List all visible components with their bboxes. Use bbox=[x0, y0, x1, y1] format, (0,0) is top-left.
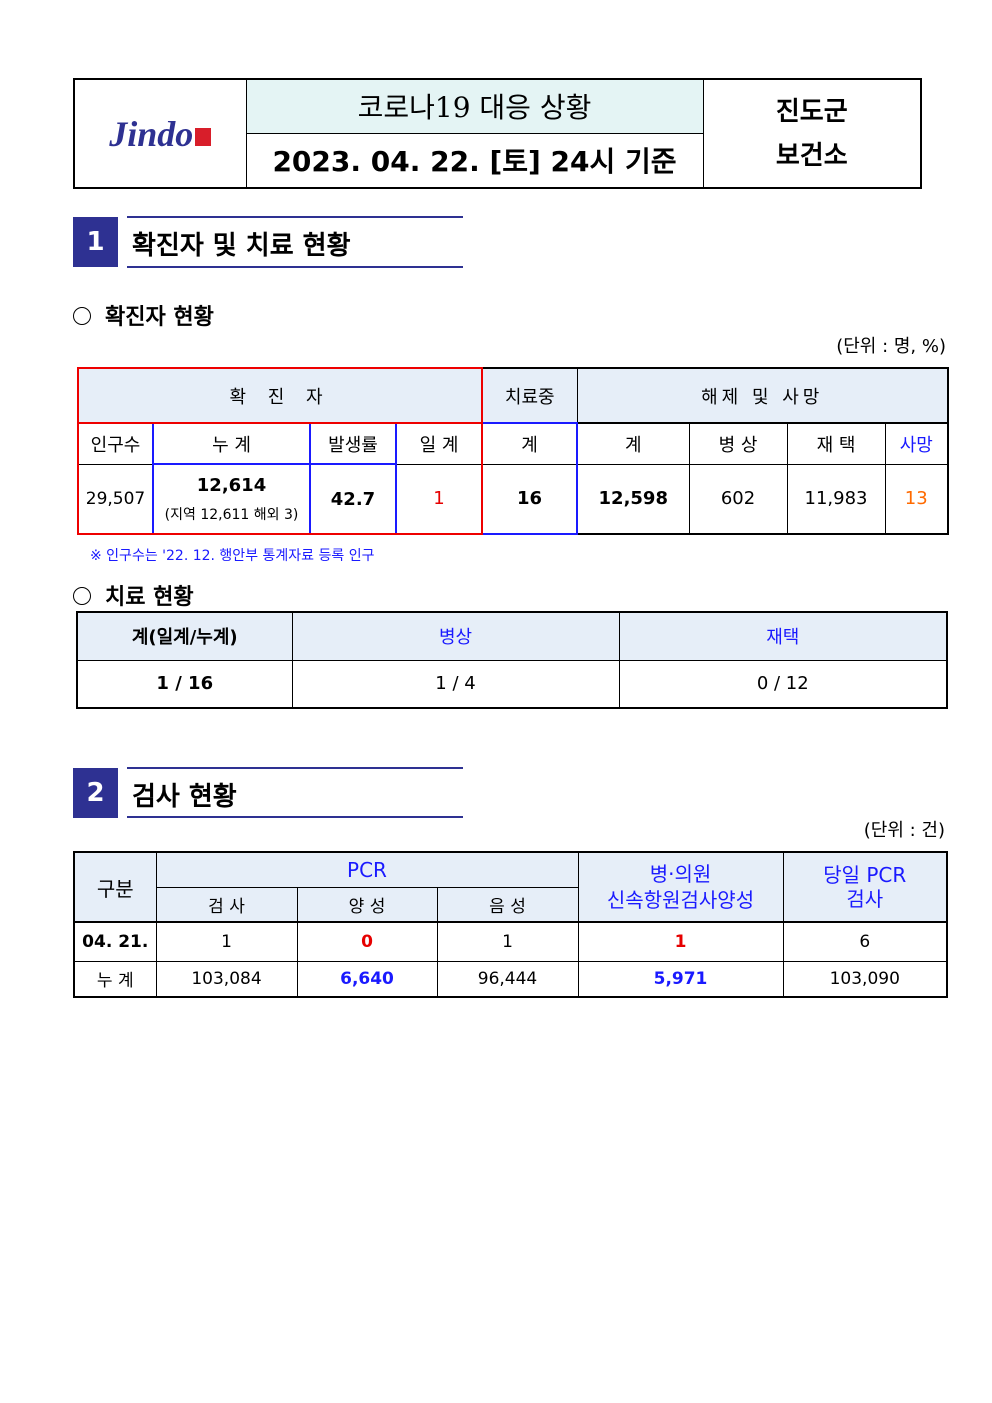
table-cell: 6 bbox=[782, 921, 948, 962]
jindo-logo: Jindo bbox=[73, 78, 247, 189]
table-cell: 0 bbox=[296, 921, 438, 962]
table-cell: 구분 bbox=[73, 851, 157, 923]
table-cell: 1 / 16 bbox=[76, 659, 293, 709]
table-cell: 04. 21. bbox=[73, 921, 157, 962]
circle-icon bbox=[73, 587, 91, 605]
table-cell: 치료중 bbox=[481, 367, 578, 424]
table-cell: 병 상 bbox=[688, 422, 788, 465]
report-date: 2023. 04. 22. [토] 24시 기준 bbox=[245, 132, 704, 189]
section-title: 확진자 및 치료 현황 bbox=[132, 231, 351, 261]
table-cell: 1 bbox=[155, 921, 298, 962]
table-cell: 16 bbox=[481, 463, 578, 535]
table-cell: 재 택 bbox=[786, 422, 886, 465]
table-row: 04. 21. 1 0 1 1 6 bbox=[73, 921, 948, 962]
table-cell: 11,983 bbox=[786, 463, 886, 535]
table-cell: 13 bbox=[884, 463, 949, 535]
table-cell: 누 계 bbox=[152, 422, 311, 465]
table-cell: 1 bbox=[577, 921, 784, 962]
table-cell: 병상 bbox=[291, 611, 620, 661]
table-cell: 103,084 bbox=[155, 960, 298, 998]
unit-label: (단위 : 건) bbox=[863, 820, 945, 841]
table-cell: 12,598 bbox=[576, 463, 690, 535]
table-cell: 사망 bbox=[884, 422, 949, 465]
section-number: 2 bbox=[73, 768, 118, 818]
table-cell: 0 / 12 bbox=[618, 659, 948, 709]
report-header: Jindo 코로나19 대응 상황 진도군 보건소 2023. 04. 22. [… bbox=[73, 78, 922, 189]
subsection-title: 확진자 현황 bbox=[73, 299, 214, 331]
table-cell: 일 계 bbox=[395, 422, 483, 465]
footnote: ※ 인구수는 '22. 12. 행안부 통계자료 등록 인구 bbox=[90, 548, 375, 564]
table-cell: 1 / 4 bbox=[291, 659, 620, 709]
table-cell: 계(일계/누계) bbox=[76, 611, 293, 661]
table-cell: 누 계 bbox=[73, 960, 157, 998]
table-cell: 6,640 bbox=[296, 960, 438, 998]
table-cell: 해제 및 사망 bbox=[576, 367, 949, 424]
table-cell: 29,507 bbox=[77, 463, 154, 535]
unit-label: (단위 : 명, %) bbox=[836, 336, 946, 357]
table-cell: 인구수 bbox=[77, 422, 154, 465]
table-cell: 1 bbox=[436, 921, 579, 962]
table-cell: 음 성 bbox=[436, 886, 579, 923]
table-cell: 1 bbox=[395, 463, 483, 535]
table-cell: 42.7 bbox=[309, 463, 397, 535]
logo-emblem bbox=[195, 127, 212, 146]
table-cell: 602 bbox=[688, 463, 788, 535]
table-cell: 양 성 bbox=[296, 886, 438, 923]
circle-icon bbox=[73, 307, 91, 325]
table-cell: 103,090 bbox=[782, 960, 948, 998]
table-row: 누 계 103,084 6,640 96,444 5,971 103,090 bbox=[73, 960, 948, 998]
table-cell: 확 진 자 bbox=[77, 367, 483, 424]
divider bbox=[127, 816, 463, 818]
confirmed-table: 확 진 자 치료중 해제 및 사망 인구수 누 계 발생률 일 계 계 계 병 … bbox=[77, 367, 949, 535]
section-number: 1 bbox=[73, 217, 118, 267]
organization: 진도군 보건소 bbox=[702, 78, 922, 189]
table-cell: 5,971 bbox=[577, 960, 784, 998]
section-title: 검사 현황 bbox=[132, 782, 237, 812]
divider bbox=[127, 216, 463, 218]
table-cell: 발생률 bbox=[309, 422, 397, 465]
subsection-title: 치료 현황 bbox=[73, 579, 194, 611]
table-cell: 96,444 bbox=[436, 960, 579, 998]
table-cell: 재택 bbox=[618, 611, 948, 661]
table-cell: PCR bbox=[155, 851, 579, 888]
table-cell: 검 사 bbox=[155, 886, 298, 923]
divider bbox=[127, 266, 463, 268]
table-cell: 계 bbox=[481, 422, 578, 465]
table-cell: 계 bbox=[576, 422, 690, 465]
divider bbox=[127, 767, 463, 769]
report-title: 코로나19 대응 상황 bbox=[245, 78, 704, 134]
